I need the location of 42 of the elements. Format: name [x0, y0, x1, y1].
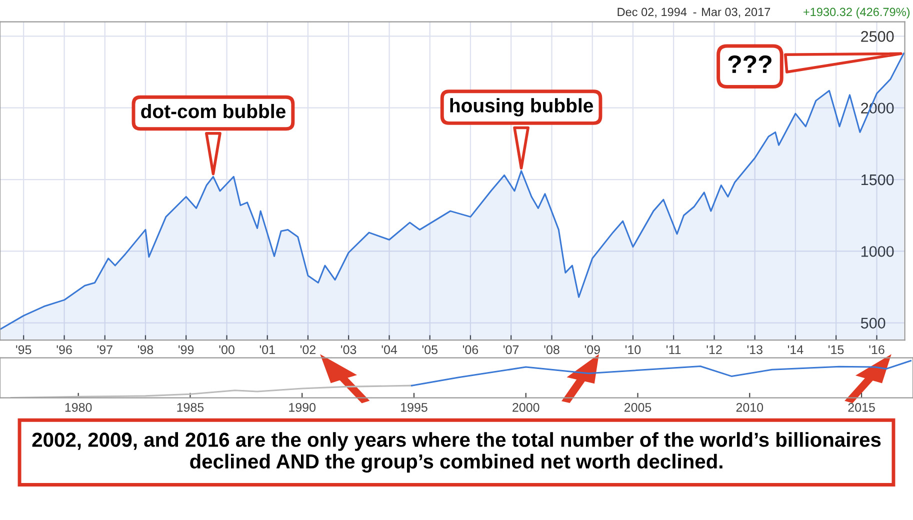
- text: +1930.32 (426.79%): [804, 8, 910, 18]
- x-tick-label: '04: [382, 345, 398, 354]
- annotation: dot-com bubble: [141, 104, 286, 118]
- x-tick-label: '95: [16, 345, 32, 354]
- x-tick-label: 2000: [512, 402, 540, 412]
- x-tick-label: '08: [544, 345, 560, 354]
- x-tick-label: '02: [300, 345, 316, 354]
- x-tick-label: '98: [138, 345, 154, 354]
- x-tick-label: '05: [422, 345, 438, 354]
- text: Mar 03, 2017: [702, 8, 770, 18]
- x-tick-label: 1995: [401, 402, 428, 412]
- x-tick-label: '16: [869, 345, 884, 354]
- text: 2002, 2009, and 2016 are the only years where the total number of the world’s billionaires declined AND the group’s combined net worth declined.: [32, 432, 881, 473]
- x-tick-label: '97: [97, 345, 112, 354]
- x-tick-label: '15: [828, 345, 844, 354]
- x-tick-label: 2005: [624, 402, 652, 412]
- x-tick-label: '12: [706, 345, 722, 354]
- annotation: ???: [728, 55, 772, 73]
- x-tick-label: '09: [584, 345, 600, 354]
- y-tick-label: 1500: [862, 174, 894, 186]
- annotation: housing bubble: [450, 98, 593, 116]
- text: Dec 02, 1994: [618, 8, 687, 18]
- x-tick-label: 1990: [289, 402, 316, 412]
- x-tick-label: '01: [260, 345, 275, 354]
- y-tick-label: 2500: [861, 31, 894, 42]
- x-tick-label: '10: [625, 345, 641, 354]
- x-tick-label: '00: [219, 345, 234, 354]
- x-tick-label: '99: [178, 345, 194, 354]
- x-tick-label: 2015: [848, 402, 875, 412]
- text: -: [693, 12, 696, 14]
- x-tick-label: '07: [504, 345, 519, 354]
- x-tick-label: '96: [56, 345, 72, 354]
- y-tick-label: 500: [860, 318, 886, 329]
- x-tick-label: '06: [462, 345, 478, 354]
- y-tick-label: 1000: [862, 246, 894, 257]
- x-tick-label: 1985: [177, 402, 204, 412]
- x-tick-label: 1980: [65, 402, 92, 412]
- x-tick-label: 2010: [736, 402, 764, 412]
- x-tick-label: '13: [747, 345, 762, 354]
- x-tick-label: '11: [666, 345, 681, 354]
- x-tick-label: '03: [341, 345, 356, 354]
- x-tick-label: '14: [788, 345, 804, 354]
